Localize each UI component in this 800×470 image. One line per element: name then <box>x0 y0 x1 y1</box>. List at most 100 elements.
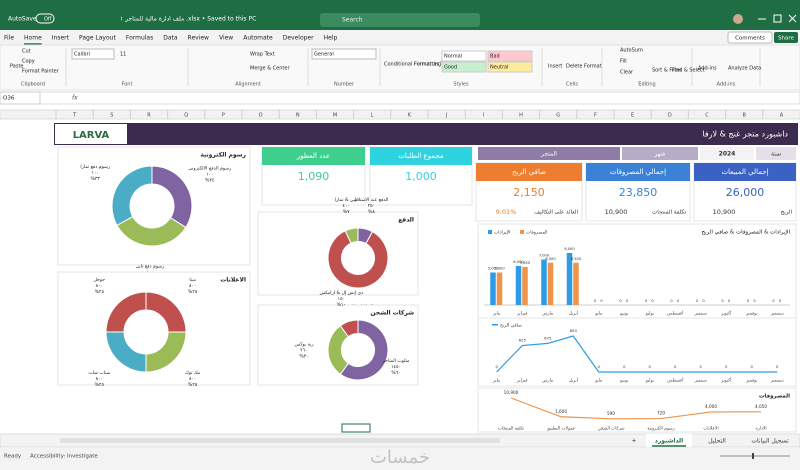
ribbon-button[interactable]: Format <box>584 64 602 70</box>
kpi-value: 1,000 <box>405 170 437 183</box>
kpi-title: عدد العطور <box>296 152 330 160</box>
ribbon-button[interactable]: Wrap Text <box>250 52 275 58</box>
sheet-tab[interactable]: + <box>631 438 636 445</box>
menu-tab[interactable]: View <box>219 35 233 42</box>
comments-button[interactable] <box>727 31 773 44</box>
slice-percent: %٣٤ <box>205 178 215 184</box>
ribbon-button[interactable]: Cut <box>22 49 31 55</box>
menu-tab[interactable]: Home <box>24 35 42 42</box>
data-label: 4,000 <box>705 404 717 409</box>
share-button[interactable] <box>774 32 798 43</box>
ribbon-button[interactable]: Find & Select <box>672 68 705 74</box>
slice-amount: ١٠٠ <box>91 171 98 176</box>
ribbon-button[interactable]: Normal <box>444 54 462 60</box>
sheet-tab[interactable]: الداشبورد <box>655 438 683 445</box>
style-cell[interactable] <box>441 50 487 62</box>
filter-value: 2024 <box>719 151 736 158</box>
column-header: H <box>519 113 523 119</box>
sheet-tab[interactable]: تسجيل البيانات <box>751 438 789 445</box>
ribbon-button[interactable]: General <box>314 52 334 58</box>
slice-percent: %٢٥ <box>188 289 198 295</box>
slice-amount: ٢٥٠ <box>368 203 375 209</box>
search-box[interactable] <box>320 13 480 27</box>
comments-label[interactable]: Comments <box>735 36 765 42</box>
x-tick-label: أكتوبر <box>720 377 731 384</box>
filter-store-label <box>478 147 620 160</box>
name-box[interactable] <box>0 91 41 105</box>
data-label: 0 <box>728 299 731 303</box>
ribbon-button[interactable]: Insert <box>548 64 562 70</box>
x-tick-label: سبتمبر <box>694 312 708 317</box>
x-tick-label: تكلفة المنتجات <box>498 426 525 432</box>
share-label[interactable]: Share <box>778 36 794 42</box>
filter-month-label <box>622 147 698 160</box>
ribbon-button[interactable]: Delete <box>566 64 582 70</box>
bar <box>522 266 528 305</box>
kpi-header <box>586 163 690 181</box>
x-tick-label: الاعلانات <box>703 427 718 432</box>
filter-year[interactable] <box>700 147 754 160</box>
max-icon[interactable] <box>773 14 782 23</box>
column-header: R <box>147 113 151 119</box>
donut-title: رسوم الكترونية <box>200 152 246 159</box>
x-tick-label: مايو <box>594 379 602 384</box>
data-label: 0 <box>594 299 597 303</box>
kpi-title: إجمالي المبيعات <box>721 168 768 176</box>
autosave-toggle[interactable] <box>35 13 55 24</box>
ribbon-button[interactable]: Neutral <box>490 65 508 71</box>
menu-tab[interactable]: File <box>4 35 14 42</box>
ribbon-button[interactable]: Bad <box>490 54 500 60</box>
ribbon-button[interactable]: 11 <box>120 52 126 58</box>
close-icon[interactable] <box>788 14 797 23</box>
ribbon-button[interactable]: Conditional Formatting <box>384 62 441 68</box>
column-header: K <box>408 113 412 119</box>
name-box-text: O36 <box>3 96 15 102</box>
menu-tab[interactable]: Review <box>188 35 210 42</box>
ribbon-button[interactable]: Format as Table <box>414 62 453 68</box>
zoom-thumb <box>752 453 754 459</box>
menu-tab[interactable]: Help <box>324 35 338 42</box>
style-cell[interactable] <box>441 61 487 73</box>
style-cell[interactable] <box>487 50 533 62</box>
slice-percent: %٨ <box>368 209 375 215</box>
ribbon-button[interactable]: Analyze Data <box>728 66 761 72</box>
menu-tab[interactable]: Developer <box>283 35 314 42</box>
ribbon-button[interactable]: Copy <box>22 59 35 65</box>
ribbon-button[interactable]: AutoSum <box>620 48 643 54</box>
ribbon-button[interactable]: Paste <box>10 64 24 70</box>
dropdown-box[interactable] <box>71 48 115 60</box>
column-header: I <box>483 113 484 119</box>
donut-slice <box>111 165 153 226</box>
menu-tab[interactable]: Insert <box>52 35 70 42</box>
x-tick-label: فبراير <box>516 379 527 384</box>
data-label: 0 <box>496 364 499 369</box>
column-header: C <box>705 113 709 119</box>
ribbon-button[interactable]: Clear <box>620 70 634 76</box>
sheet-tab[interactable]: التحليل <box>708 438 726 445</box>
status-accessibility[interactable]: Accessibility: Investigate <box>30 454 98 460</box>
ribbon-button[interactable]: Good <box>444 65 457 71</box>
ribbon-button[interactable]: Calibri <box>74 52 90 58</box>
dropdown-box[interactable] <box>311 48 377 60</box>
menu-tab[interactable]: Formulas <box>126 35 153 42</box>
ribbon-button[interactable]: Fill <box>620 59 627 65</box>
ribbon-button[interactable]: Format Painter <box>22 69 60 75</box>
horizontal-scrollbar[interactable] <box>60 438 500 443</box>
ribbon-button[interactable]: Add-ins <box>698 66 717 72</box>
style-cell[interactable] <box>487 61 533 73</box>
data-label: 0 <box>600 299 603 303</box>
x-tick-label: يناير <box>492 379 501 384</box>
x-tick-label: فبراير <box>516 312 527 317</box>
menu-tab[interactable]: Data <box>163 35 178 42</box>
ribbon-group-label: Number <box>334 82 355 88</box>
user-avatar <box>733 14 743 24</box>
ribbon-group-label: Editing <box>638 82 655 88</box>
ribbon-button[interactable]: Merge & Center <box>250 66 290 72</box>
bar <box>573 262 579 305</box>
filter-label: شهر <box>653 151 665 158</box>
column-header-bar <box>0 109 800 120</box>
menu-tab[interactable]: Page Layout <box>79 35 116 42</box>
data-label: 0 <box>700 364 703 369</box>
menu-tab[interactable]: Automate <box>243 35 273 42</box>
ribbon-button[interactable]: Sort & Filter <box>652 68 683 74</box>
